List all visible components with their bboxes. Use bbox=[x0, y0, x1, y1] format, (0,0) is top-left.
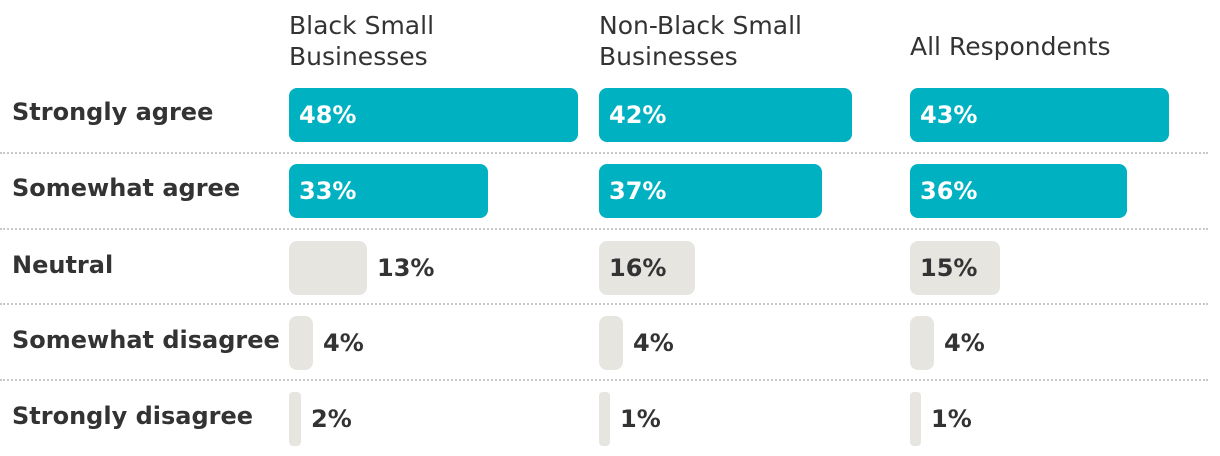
bar-black-small-businesses-somewhat-agree bbox=[289, 164, 488, 218]
row-label-somewhat-disagree: Somewhat disagree bbox=[12, 326, 280, 354]
data-label-black-small-businesses-strongly-disagree: 2% bbox=[311, 405, 352, 433]
data-label-all-respondents-strongly-agree: 43% bbox=[920, 101, 978, 129]
data-label-all-respondents-somewhat-disagree: 4% bbox=[944, 329, 985, 357]
data-label-non-black-small-businesses-neutral: 16% bbox=[609, 254, 667, 282]
row-label-neutral: Neutral bbox=[12, 251, 114, 279]
row-label-strongly-agree: Strongly agree bbox=[12, 98, 214, 126]
row-separator bbox=[0, 303, 1208, 305]
data-label-black-small-businesses-somewhat-agree: 33% bbox=[299, 177, 357, 205]
bar-non-black-small-businesses-strongly-disagree bbox=[599, 392, 610, 446]
bar-all-respondents-somewhat-agree bbox=[910, 164, 1127, 218]
data-label-non-black-small-businesses-strongly-disagree: 1% bbox=[620, 405, 661, 433]
data-label-non-black-small-businesses-somewhat-agree: 37% bbox=[609, 177, 667, 205]
column-header-all-respondents: All Respondents bbox=[910, 32, 1111, 61]
bar-non-black-small-businesses-somewhat-disagree bbox=[599, 316, 623, 370]
data-label-all-respondents-somewhat-agree: 36% bbox=[920, 177, 978, 205]
row-label-somewhat-agree: Somewhat agree bbox=[12, 174, 241, 202]
bar-non-black-small-businesses-neutral bbox=[599, 241, 695, 295]
data-label-all-respondents-neutral: 15% bbox=[920, 254, 978, 282]
bar-all-respondents-strongly-agree bbox=[910, 88, 1169, 142]
bar-black-small-businesses-neutral bbox=[289, 241, 367, 295]
row-separator bbox=[0, 228, 1208, 230]
bar-non-black-small-businesses-somewhat-agree bbox=[599, 164, 822, 218]
column-header-black-small-businesses: Black Small Businesses bbox=[289, 11, 435, 71]
bar-black-small-businesses-strongly-disagree bbox=[289, 392, 301, 446]
data-label-all-respondents-strongly-disagree: 1% bbox=[931, 405, 972, 433]
column-header-non-black-small-businesses: Non-Black Small Businesses bbox=[599, 11, 802, 71]
data-label-black-small-businesses-neutral: 13% bbox=[377, 254, 435, 282]
data-label-black-small-businesses-somewhat-disagree: 4% bbox=[323, 329, 364, 357]
bar-all-respondents-strongly-disagree bbox=[910, 392, 921, 446]
bar-black-small-businesses-strongly-agree bbox=[289, 88, 578, 142]
bar-non-black-small-businesses-strongly-agree bbox=[599, 88, 852, 142]
bar-all-respondents-neutral bbox=[910, 241, 1000, 295]
bar-all-respondents-somewhat-disagree bbox=[910, 316, 934, 370]
row-label-strongly-disagree: Strongly disagree bbox=[12, 402, 254, 430]
row-separator bbox=[0, 152, 1208, 154]
data-label-black-small-businesses-strongly-agree: 48% bbox=[299, 101, 357, 129]
bar-black-small-businesses-somewhat-disagree bbox=[289, 316, 313, 370]
row-separator bbox=[0, 379, 1208, 381]
data-label-non-black-small-businesses-somewhat-disagree: 4% bbox=[633, 329, 674, 357]
data-label-non-black-small-businesses-strongly-agree: 42% bbox=[609, 101, 667, 129]
